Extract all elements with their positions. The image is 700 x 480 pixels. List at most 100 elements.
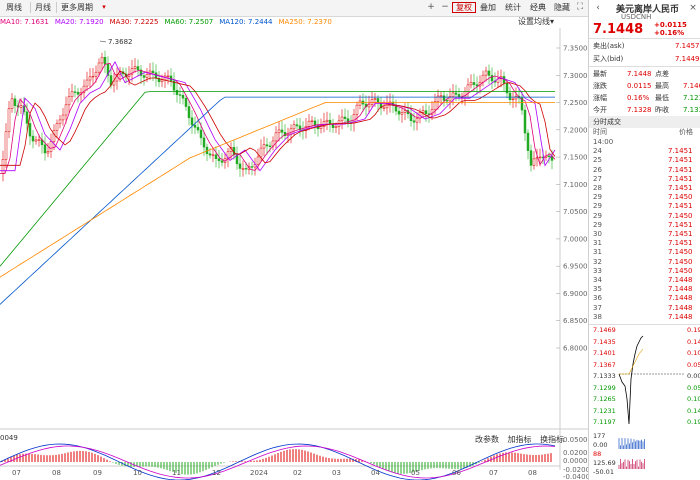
- candle-body: [433, 101, 437, 110]
- tab-monthly[interactable]: 月线: [30, 2, 51, 13]
- macd-axis-label: -0.0400: [563, 473, 588, 480]
- dropdown-arrow-icon[interactable]: ▾: [102, 3, 106, 11]
- candle-body: [199, 129, 203, 139]
- candle-body: [424, 110, 428, 114]
- tick-row: 29 7.1451: [589, 202, 700, 211]
- mini-pct-label: 0.19: [687, 418, 700, 426]
- adjust-button[interactable]: 复权: [452, 2, 476, 13]
- plus-icon[interactable]: +: [427, 2, 435, 12]
- stat-value: 7.1328: [627, 106, 652, 114]
- tick-time: 29: [593, 202, 602, 211]
- candle-body: [151, 70, 155, 73]
- add-indicator-button[interactable]: 加指标: [507, 435, 532, 444]
- tab-weekly[interactable]: 周线: [6, 3, 22, 12]
- candle-body: [58, 119, 62, 124]
- candle-body: [358, 100, 362, 106]
- mini-price-label: 7.1231: [593, 406, 616, 415]
- candle-body: [13, 98, 17, 106]
- time-axis-label: 08: [528, 469, 537, 477]
- hide-button[interactable]: 隐藏: [554, 3, 570, 12]
- price-axis-label: 7.2500: [563, 99, 588, 107]
- tab-more-periods[interactable]: 更多周期: [56, 2, 93, 13]
- candle-body: [91, 75, 95, 78]
- ma-settings-button[interactable]: 设置均线▾: [518, 16, 554, 28]
- candle-body: [457, 94, 461, 98]
- minus-icon[interactable]: −: [441, 2, 449, 12]
- high-annotation: 7.3682: [108, 38, 133, 46]
- candle-body: [97, 62, 101, 73]
- price-axis-label: 7.1500: [563, 154, 588, 162]
- candle-body: [490, 75, 494, 82]
- time-axis-label: 02: [293, 469, 302, 477]
- candle-body: [463, 91, 467, 98]
- ask-label: 卖出(ask): [593, 42, 625, 50]
- tick-price: 7.1451: [668, 202, 693, 211]
- candle-body: [265, 144, 269, 147]
- tick-price: 7.1451: [668, 174, 693, 183]
- time-axis-label: 04: [371, 469, 380, 477]
- candle-body: [397, 110, 401, 115]
- fullscreen-icon[interactable]: ⛶: [576, 2, 584, 12]
- candle-body: [274, 132, 278, 142]
- stat-label: 涨跌: [593, 82, 607, 90]
- candle-body: [280, 129, 284, 133]
- tick-row: 33 7.1450: [589, 267, 700, 276]
- candle-body: [130, 68, 134, 75]
- tick-price: 7.1451: [668, 156, 693, 165]
- close-icon[interactable]: ×: [689, 3, 697, 13]
- bid-value: 7.1449: [675, 55, 700, 63]
- candle-body: [334, 126, 338, 128]
- tick-time: 29: [593, 220, 602, 229]
- macd-toolbar: 改参数 加指标 换指标: [475, 434, 570, 445]
- candle-body: [145, 73, 149, 78]
- candle-body: [241, 168, 245, 170]
- tick-row: 38 7.1448: [589, 313, 700, 322]
- tick-price: 7.1451: [668, 165, 693, 174]
- candle-body: [346, 118, 350, 123]
- back-icon[interactable]: ‹: [596, 3, 600, 13]
- tick-time: 24: [593, 147, 602, 156]
- classic-button[interactable]: 经典: [530, 3, 546, 12]
- candle-body: [64, 104, 68, 116]
- tick-row: 34 7.1448: [589, 276, 700, 285]
- candle-body: [448, 96, 452, 102]
- tick-price: 7.1451: [668, 147, 693, 156]
- stat-label: 点差: [655, 70, 669, 78]
- candle-body: [220, 160, 224, 163]
- tick-time: 30: [593, 230, 602, 238]
- dropdown-arrow-icon: ▾: [550, 17, 555, 26]
- stat-value: 7.1448: [627, 70, 652, 78]
- change-indicator-button[interactable]: 换指标: [540, 435, 565, 444]
- candle-body: [355, 104, 359, 115]
- ma-legend-bar: MA10: 7.1631 MA20: 7.1920 MA30: 7.2225 MA60…: [0, 16, 560, 28]
- candle-body: [187, 106, 191, 119]
- candle-body: [469, 82, 473, 86]
- candle-body: [484, 70, 488, 76]
- price-axis-label: 6.8000: [563, 345, 588, 353]
- candlestick-chart[interactable]: 7.3500 7.3000 7.2500 7.2000 7.1500 7.1000 7.05…: [0, 0, 588, 480]
- overlay-button[interactable]: 叠加: [480, 3, 496, 12]
- tick-row: 29 7.1450: [589, 212, 700, 221]
- tick-time: 28: [593, 184, 602, 192]
- candle-body: [244, 168, 248, 170]
- tick-price: 7.1451: [668, 184, 693, 192]
- candle-body: [106, 64, 110, 76]
- moving-average-line: [0, 61, 556, 172]
- candle-body: [49, 141, 53, 152]
- edit-params-button[interactable]: 改参数: [475, 435, 499, 444]
- stats-button[interactable]: 统计: [505, 3, 521, 12]
- tick-row: 31 7.1451: [589, 239, 700, 248]
- candle-body: [85, 79, 89, 87]
- candle-body: [412, 120, 416, 123]
- price-axis-label: 7.1000: [563, 181, 588, 189]
- instrument-code: USDCNH: [621, 13, 652, 21]
- ma-legend-item: MA30: 7.2225: [109, 18, 159, 26]
- macd-dea-line: [0, 445, 556, 479]
- candle-body: [481, 74, 485, 83]
- candle-body: [94, 71, 98, 77]
- candle-body: [19, 105, 23, 108]
- change-percent: +0.16%: [654, 29, 685, 37]
- price-axis-label: 7.2000: [563, 126, 588, 134]
- stat-label: 涨幅: [593, 94, 607, 102]
- tick-time: 14:00: [593, 138, 614, 146]
